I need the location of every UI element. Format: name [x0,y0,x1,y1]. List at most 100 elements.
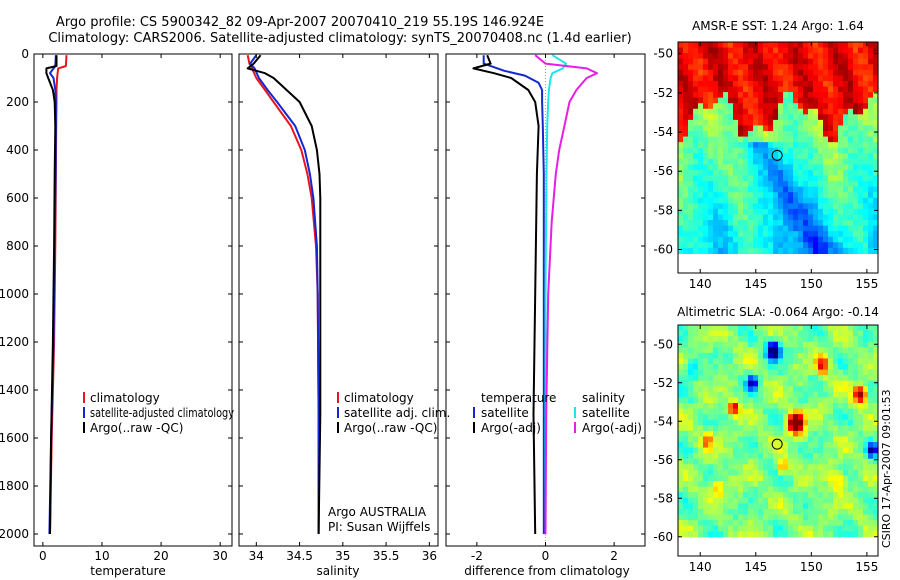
sst-map-cell [723,208,729,216]
sst-map-cell [738,53,744,60]
sst-map-cell [868,108,874,115]
sla-map-cell [688,352,694,360]
sla-map-cell [858,447,864,454]
sst-map-cell [708,119,714,127]
sla-map-cell [848,508,854,516]
sla-map-cell [723,380,729,387]
sla-map-cell [808,336,814,343]
sst-map-cell [858,153,864,160]
sla-map-cell [688,341,694,348]
sla-map-cell [823,375,829,382]
salinity-annotation-line1: Argo AUSTRALIA [328,505,427,519]
sla-map-cell [693,341,699,348]
sla-map-cell [828,481,834,488]
sla-map-cell [773,330,779,337]
sst-map-cell [793,136,799,143]
sst-map-cell [863,242,869,249]
sst-map-cell [678,197,684,204]
sla-map-cell [828,403,834,410]
sla-map-cell [708,453,714,460]
sst-map-cell [823,220,829,227]
sla-map-cell [728,330,734,337]
sla-map-cell [688,475,694,482]
sla-map-cell [803,436,809,443]
sst-map-cell [738,208,744,216]
sst-map-cell [858,42,864,49]
sla-map-cell [693,514,699,521]
sla-map-cell [848,330,854,337]
sst-map-cell [738,47,744,54]
sst-map-cell [783,203,789,210]
sla-map-cell [728,380,734,387]
sst-map-cell [863,158,869,165]
sst-map-cell [873,131,879,138]
sla-map-cell [703,430,709,438]
sst-map-cell [733,197,739,204]
sla-map-cell [743,458,749,465]
sla-map-cell [768,341,774,348]
sst-map-cell [778,136,784,143]
sla-map-cell [778,358,784,365]
sst-map-cell [698,164,704,171]
sst-map-cell [848,175,854,182]
sla-map-cell [803,325,809,332]
sla-map-cell [763,358,769,365]
sst-map-cell [778,114,784,121]
sla-map-cell [713,447,719,454]
sla-map-cell [733,497,739,504]
sla-map-cell [868,464,874,471]
sla-map-cell [718,514,724,521]
sla-map-cell [733,364,739,371]
sla-map-cell [853,358,859,365]
sla-map-cell [773,375,779,382]
sla-map-cell [758,492,764,499]
sla-map-cell [848,419,854,426]
sst-map-cell [853,42,859,49]
sst-map-cell [868,153,874,160]
sla-map-cell [793,403,799,410]
sla-map-cell [818,358,824,365]
sst-map-cell [683,181,689,188]
sst-map-cell [678,131,684,138]
sst-map-cell [813,203,819,210]
sla-map-cell [823,469,829,477]
sla-map-cell [768,481,774,488]
sla-map-cell [733,358,739,365]
sla-map-cell [803,375,809,382]
sst-map-cell [758,203,764,210]
sla-map-cell [718,391,724,399]
salinity-xtick-label: 35 [335,549,350,563]
sla-map-cell [773,364,779,371]
sst-map-cell [768,203,774,210]
sla-map-ytick-label: -52 [653,376,673,390]
sst-map-cell [678,164,684,171]
sst-map-cell [808,58,814,65]
sla-map-cell [768,453,774,460]
sla-map-cell [828,508,834,516]
sst-map-cell [783,136,789,143]
sla-map-cell [733,341,739,348]
sst-map-cell [848,108,854,115]
sst-map-cell [818,108,824,115]
sst-map-cell [728,208,734,216]
sla-map-cell [758,330,764,337]
sla-map-cell [798,325,804,332]
sla-map-cell [803,442,809,449]
sst-map-cell [798,131,804,138]
legend-sal-satellite-adj: satellite adj. clim. [344,406,450,420]
sla-map-cell [853,503,859,510]
sla-map-cell [703,325,709,332]
sla-map-cell [748,520,754,527]
sst-map-cell [763,42,769,49]
sst-map-cell [813,175,819,182]
sst-map-cell [803,119,809,127]
sst-map-cell [678,47,684,54]
sst-map-cell [843,108,849,115]
sst-map-cell [863,58,869,65]
sst-map-cell [863,169,869,177]
sla-map-cell [698,425,704,432]
sla-map-cell [853,447,859,454]
sst-map-cell [838,42,844,49]
sla-map-cell [808,408,814,415]
sla-map-cell [853,464,859,471]
